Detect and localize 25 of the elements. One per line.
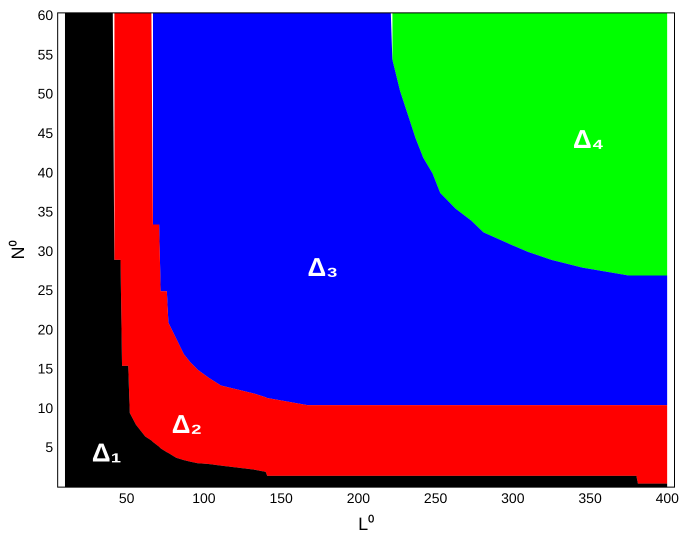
x-tick-label: 100 <box>192 490 216 506</box>
annotation: Δ₁ <box>92 438 122 468</box>
y-tick-label: 20 <box>38 321 54 338</box>
y-tick-label: 40 <box>38 164 54 180</box>
y-tick-label: 50 <box>38 86 54 102</box>
x-tick-label: 400 <box>656 490 680 506</box>
x-tick-label: 350 <box>578 490 602 506</box>
x-tick-label: 250 <box>424 490 448 506</box>
x-tick-label: 50 <box>118 490 135 506</box>
y-axis-title: N⁰ <box>8 240 28 260</box>
y-tick-label: 25 <box>38 282 54 298</box>
x-axis-title: L⁰ <box>358 514 374 534</box>
y-tick-label: 10 <box>38 400 54 416</box>
y-tick-label: 15 <box>38 360 54 377</box>
y-tick-label: 60 <box>38 7 54 24</box>
x-tick-label: 200 <box>346 490 370 506</box>
annotation: Δ₂ <box>172 408 202 439</box>
x-tick-label: 150 <box>269 490 294 506</box>
y-tick-label: 45 <box>38 125 54 142</box>
y-tick-label: 5 <box>45 439 54 456</box>
x-tick-label: 300 <box>501 490 525 506</box>
y-tick-label: 55 <box>38 46 54 62</box>
y-tick-label: 35 <box>38 204 54 220</box>
annotation: Δ₃ <box>307 252 338 282</box>
y-tick-label: 30 <box>38 242 54 259</box>
